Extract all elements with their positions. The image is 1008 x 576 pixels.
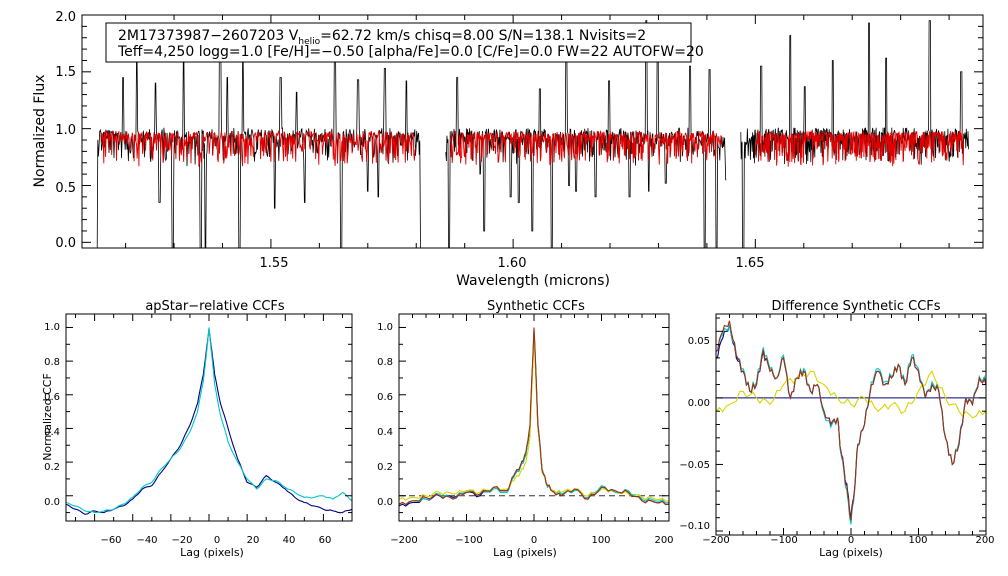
apstar-ccf-ylabel: Normalized CCF [41,373,54,461]
info-line-1: 2M17373987−2607203 Vhelio=62.72 km/s chi… [118,28,646,47]
synthetic-ccf-series-line [398,332,670,507]
difference-ccf-xtick-label: −200 [702,535,729,546]
difference-ccf-ticks [715,314,987,535]
apstar-ccf-ytick-label: 0.4 [44,427,60,438]
apstar-ccf-series-line [65,327,353,514]
apstar-ccf-frame [65,313,353,522]
apstar-ccf-xtick-label: 40 [283,535,296,546]
synthetic-ccf-ytick-label: 0.6 [377,392,393,403]
apstar-ccf-curves [65,327,353,515]
difference-ccf-xlabel: Lag (pixels) [819,546,883,559]
difference-ccf-series-line [715,324,987,525]
synthetic-ccf-xtick-label: −100 [455,535,482,546]
spectrum-xtick-label: 1.65 [736,256,765,271]
difference-ccf-series-line [715,370,987,419]
synthetic-ccf-panel: Synthetic CCFs 0.0 0.2 0.4 0.6 0.8 1.0 −… [377,299,673,559]
synthetic-ccf-xlabel: Lag (pixels) [493,546,557,559]
difference-ccf-xtick-label: 100 [908,535,927,546]
spectrum-ytick-label: 0.0 [55,236,76,251]
synthetic-ccf-curves [398,327,670,507]
difference-ccf-panel: Difference Synthetic CCFs 0.05 0.00 −0.0… [679,299,994,559]
apstar-ccf-xtick-label: 0 [214,535,220,546]
apstar-ccf-xtick-label: −40 [136,535,157,546]
info-line-1-suffix: =62.72 km/s chisq=8.00 S/N=138.1 Nvisits… [320,28,646,44]
model-spectrum-line [449,129,722,165]
apstar-ccf-ytick-label: 0.0 [44,497,60,508]
difference-ccf-title: Difference Synthetic CCFs [771,299,940,314]
synthetic-ccf-series-line [398,335,670,502]
synthetic-ccf-ticks [398,314,670,521]
info-line-1-prefix: 2M17373987−2607203 V [118,28,299,44]
difference-ccf-ytick-label: 0.00 [688,398,710,409]
synthetic-ccf-ytick-label: 0.4 [377,427,393,438]
apstar-ccf-ticks [66,314,352,521]
spectrum-ytick-label: 0.5 [55,181,76,196]
synthetic-ccf-ytick-label: 0.2 [377,462,393,473]
difference-ccf-xtick-label: 200 [975,535,994,546]
apstar-ccf-panel: apStar−relative CCFs 0.0 0.2 0.4 0.6 0.8… [41,299,353,559]
synthetic-ccf-series-line [398,329,670,506]
apstar-ccf-xlabel: Lag (pixels) [180,546,244,559]
spectrum-xtick-label: 1.60 [498,256,527,271]
difference-ccf-xtick-label: 0 [848,535,854,546]
difference-ccf-ytick-label: −0.05 [679,460,710,471]
synthetic-ccf-xtick-label: 100 [591,535,610,546]
synthetic-ccf-title: Synthetic CCFs [487,299,585,314]
apstar-ccf-ytick-label: 0.6 [44,392,60,403]
model-spectrum-line [100,129,417,167]
synthetic-ccf-series-line [398,327,670,506]
apstar-ccf-ytick-label: 1.0 [44,322,60,333]
spectrum-ytick-label: 2.0 [55,10,76,25]
apstar-ccf-ytick-label: 0.8 [44,357,60,368]
apstar-ccf-xtick-label: −20 [171,535,192,546]
spectrum-panel: 0.0 0.5 1.0 1.5 2.0 1.55 1.60 1.65 Wavel… [32,10,984,289]
spectrum-ylabel: Normalized Flux [32,75,48,188]
difference-ccf-xtick-label: −100 [770,535,797,546]
difference-ccf-series-line [715,324,987,518]
synthetic-ccf-xtick-label: 200 [654,535,673,546]
synthetic-ccf-ytick-label: 1.0 [377,322,393,333]
info-line-2: Teff=4,250 logg=1.0 [Fe/H]=−0.50 [alpha/… [117,44,704,60]
spectrum-ticks [82,14,983,248]
apstar-ccf-title: apStar−relative CCFs [145,299,285,314]
difference-ccf-frame [715,313,987,536]
spectrum-xlabel: Wavelength (microns) [456,273,610,289]
apstar-ccf-xtick-label: 60 [319,535,332,546]
apstar-ccf-series-line [65,329,353,515]
apstar-ccf-xtick-label: −60 [100,535,121,546]
difference-ccf-ytick-label: −0.10 [679,521,710,532]
apstar-ccf-xtick-label: 20 [247,535,260,546]
observed-spectrum-line [96,22,422,249]
apstar-ccf-ytick-label: 0.2 [44,462,60,473]
difference-ccf-curves [715,320,987,525]
synthetic-ccf-ytick-label: 0.8 [377,357,393,368]
synthetic-ccf-ytick-label: 0.0 [377,497,393,508]
spectrum-curves [96,20,969,249]
info-line-1-subscript: helio [298,37,320,47]
spectrum-ytick-label: 1.0 [55,123,76,138]
synthetic-ccf-xtick-label: −200 [390,535,417,546]
spectrum-ytick-label: 1.5 [55,65,76,80]
model-spectrum-line [754,130,965,167]
synthetic-ccf-xtick-label: 0 [531,535,537,546]
info-box [105,22,692,63]
spectrum-frame [81,14,984,249]
difference-ccf-ytick-label: 0.05 [688,336,710,347]
spectrum-xtick-label: 1.55 [260,256,289,271]
difference-ccf-series-line [715,320,987,521]
